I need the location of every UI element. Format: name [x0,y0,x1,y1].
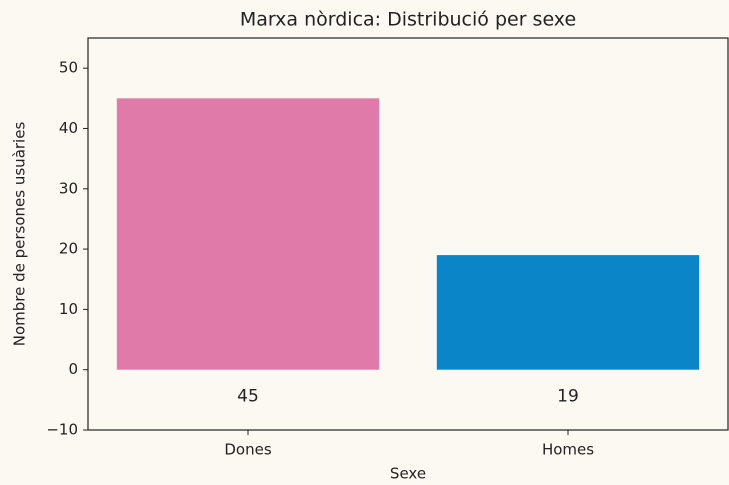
x-tick-label: Homes [542,441,594,459]
y-tick-label: 40 [59,119,78,137]
x-axis-label: Sexe [390,465,426,483]
bar [116,98,380,370]
y-axis-label: Nombre de persones usuàries [11,122,29,347]
y-tick-label: 0 [68,360,78,378]
y-tick-label: 10 [59,300,78,318]
y-tick-label: 20 [59,240,78,258]
value-label: 45 [237,387,259,407]
y-tick-label: 30 [59,179,78,197]
chart-title: Marxa nòrdica: Distribució per sexe [240,9,576,31]
y-tick-label: −10 [46,421,78,439]
y-tick-label: 50 [59,59,78,77]
x-tick-label: Dones [224,441,271,459]
bar [436,255,700,370]
value-label: 19 [557,387,579,407]
plot-frame [87,37,729,431]
